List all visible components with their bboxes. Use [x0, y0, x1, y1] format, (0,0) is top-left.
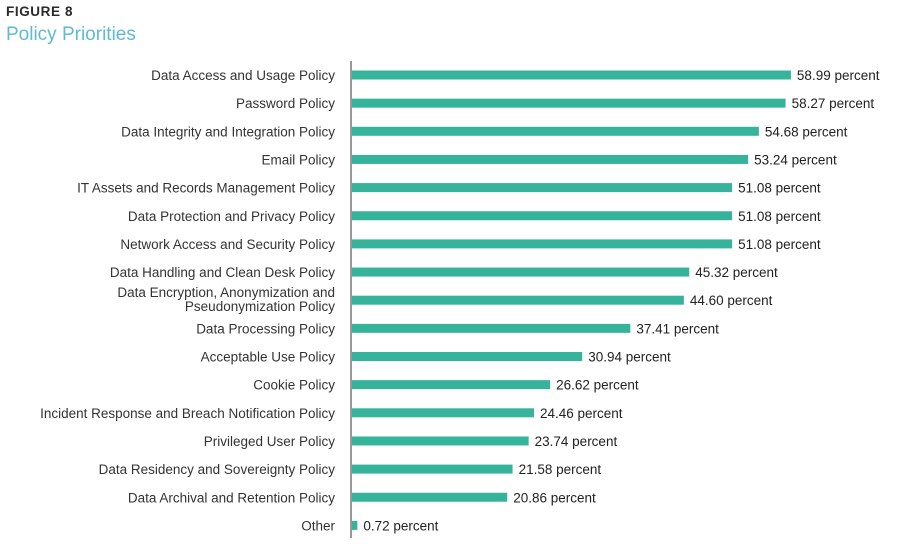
category-label: Acceptable Use Policy: [201, 350, 336, 365]
data-label: 24.46 percent: [540, 406, 623, 421]
category-label: Network Access and Security Policy: [120, 237, 335, 252]
data-label: 21.58 percent: [519, 462, 602, 477]
bar: [352, 70, 791, 80]
bar: [352, 267, 690, 277]
category-label: Cookie Policy: [253, 378, 335, 393]
bar: [352, 492, 508, 502]
category-label: Privileged User Policy: [204, 434, 336, 449]
data-label: 58.99 percent: [797, 68, 880, 83]
bar: [352, 380, 551, 390]
bar: [352, 436, 529, 446]
bar: [352, 352, 583, 361]
data-label: 20.86 percent: [513, 490, 596, 505]
category-label: Password Policy: [236, 96, 335, 111]
bar: [352, 126, 759, 136]
category-label: Data Protection and Privacy Policy: [128, 209, 335, 224]
category-label: Data Archival and Retention Policy: [128, 490, 335, 505]
category-label: Data Residency and Sovereignty Policy: [99, 462, 336, 477]
bar: [352, 323, 631, 333]
data-label: 53.24 percent: [754, 152, 837, 167]
bar: [352, 408, 534, 418]
category-label: Data Encryption, Anonymization and Pseudo…: [117, 285, 335, 314]
data-label: 54.68 percent: [765, 124, 848, 139]
bar: [352, 295, 684, 305]
category-label: Incident Response and Breach Notificatio…: [40, 406, 335, 421]
category-label: Data Access and Usage Policy: [151, 68, 335, 83]
bar: [352, 464, 513, 474]
category-label: Other: [301, 518, 335, 533]
data-label: 45.32 percent: [695, 265, 778, 280]
data-label: 51.08 percent: [738, 237, 821, 252]
category-label: Data Processing Policy: [196, 321, 335, 336]
data-label: 26.62 percent: [556, 378, 639, 393]
data-label: 0.72 percent: [363, 518, 438, 533]
data-label: 51.08 percent: [738, 181, 821, 196]
data-label: 44.60 percent: [690, 293, 773, 308]
bar: [352, 211, 733, 221]
bar: [352, 183, 733, 193]
category-label: IT Assets and Records Management Policy: [77, 181, 335, 196]
data-label: 23.74 percent: [535, 434, 618, 449]
data-label: 37.41 percent: [636, 321, 719, 336]
bar: [352, 98, 786, 108]
data-label: 58.27 percent: [792, 96, 875, 111]
chart-title: Policy Priorities: [6, 24, 136, 45]
figure-label: FIGURE 8: [6, 4, 74, 19]
data-label: 51.08 percent: [738, 209, 821, 224]
category-label: Data Integrity and Integration Policy: [121, 124, 335, 139]
bar: [352, 520, 358, 530]
category-label: Email Policy: [261, 152, 335, 167]
bar: [352, 154, 749, 164]
data-label: 30.94 percent: [588, 350, 671, 365]
category-label: Data Handling and Clean Desk Policy: [110, 265, 335, 280]
bar: [352, 239, 733, 249]
